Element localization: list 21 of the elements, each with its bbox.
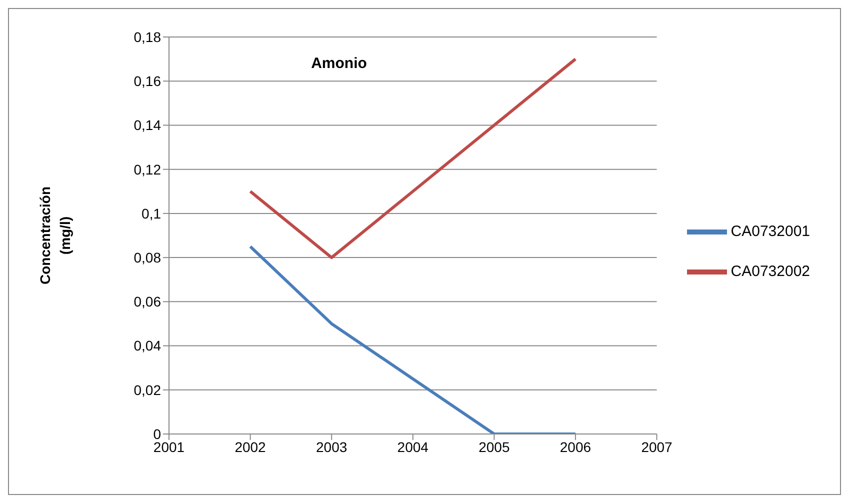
y-tick-label: 0,02 <box>134 382 162 398</box>
y-tick-label: 0,12 <box>134 161 162 178</box>
legend-label: CA0732002 <box>730 262 810 280</box>
y-tick-label: 0,04 <box>134 338 162 354</box>
line-series <box>248 58 577 260</box>
y-tick-label: 0,14 <box>134 117 162 134</box>
y-tick-label: 0,16 <box>134 73 162 90</box>
x-tick-label: 2004 <box>397 438 429 455</box>
y-tick-label: 0,1 <box>142 205 162 222</box>
text: Amonio <box>310 55 368 72</box>
x-tick-label: 2006 <box>560 438 592 455</box>
x-tick-label: 2002 <box>234 438 266 455</box>
y-tick-label: 0,06 <box>134 294 162 310</box>
y-axis-title: Concentración (mg/l) <box>37 186 73 285</box>
x-tick-label: 2005 <box>478 438 510 455</box>
x-tick-label: 2007 <box>641 438 673 455</box>
x-tick-label: 2003 <box>316 438 348 455</box>
legend-label: CA0732001 <box>730 222 810 240</box>
y-tick-label: 0,18 <box>134 28 162 45</box>
y-tick-label: 0,08 <box>134 250 162 266</box>
line-series <box>248 245 577 434</box>
